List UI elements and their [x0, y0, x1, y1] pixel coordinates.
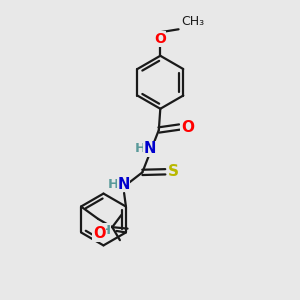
Text: O: O [154, 32, 166, 46]
Text: H: H [135, 142, 146, 155]
Text: O: O [93, 226, 105, 241]
Text: H: H [107, 178, 118, 191]
Text: H: H [100, 224, 111, 237]
Text: N: N [117, 177, 130, 192]
Text: CH₃: CH₃ [181, 15, 204, 28]
Text: N: N [144, 141, 156, 156]
Text: O: O [181, 119, 194, 134]
Text: S: S [168, 164, 179, 179]
